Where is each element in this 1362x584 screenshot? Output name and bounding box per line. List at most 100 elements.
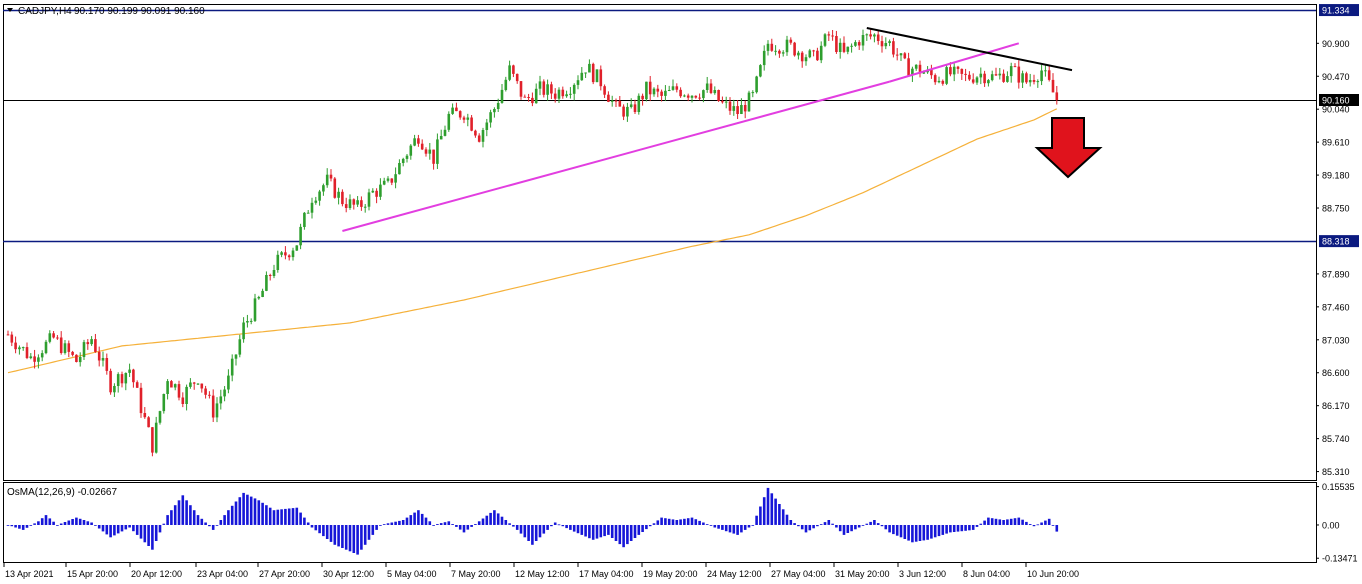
candle-body xyxy=(690,95,694,98)
osma-bar xyxy=(709,525,713,526)
candle-body xyxy=(614,100,618,102)
osma-bar xyxy=(105,525,109,535)
osma-bar xyxy=(306,522,310,525)
candle-body xyxy=(341,191,344,205)
osma-bar xyxy=(907,525,910,541)
osma-bar xyxy=(428,521,432,525)
support-trendline[interactable] xyxy=(342,80,890,232)
osma-bar xyxy=(6,525,10,526)
time-tick-label: 27 Apr 20:00 xyxy=(259,569,310,579)
osma-bar xyxy=(1021,519,1024,525)
candle-body xyxy=(398,163,401,175)
osma-bar xyxy=(147,525,150,546)
osma-bar xyxy=(82,520,86,525)
candle-body xyxy=(542,81,546,95)
candle-body xyxy=(470,117,473,131)
candle-body xyxy=(128,369,131,373)
candle-body xyxy=(322,185,325,192)
candle-body xyxy=(261,290,264,297)
osma-bar xyxy=(284,508,287,525)
osma-bar xyxy=(67,520,71,525)
osma-bar xyxy=(952,525,956,532)
candle-body xyxy=(873,34,876,37)
candle-body xyxy=(523,96,527,98)
osma-bar xyxy=(645,525,648,530)
trendlines-layer[interactable] xyxy=(342,27,1073,232)
candle-body xyxy=(705,83,709,90)
osma-bar xyxy=(975,525,979,527)
osma-bar xyxy=(979,523,983,525)
candle-body xyxy=(569,93,572,95)
candle-body xyxy=(937,80,941,83)
candle-body xyxy=(952,66,956,75)
osma-bar xyxy=(394,521,397,525)
osma-bar xyxy=(1017,517,1021,525)
candle-body xyxy=(306,212,310,214)
candle-body xyxy=(994,74,998,76)
candle-body xyxy=(360,200,363,207)
candles-layer xyxy=(6,28,1059,457)
candle-body xyxy=(249,320,253,322)
candle-body xyxy=(75,354,78,362)
candle-body xyxy=(812,50,815,52)
candle-body xyxy=(40,353,44,358)
osma-bar xyxy=(253,498,257,525)
candle-body xyxy=(527,97,530,98)
candle-body xyxy=(930,69,933,76)
candle-body xyxy=(82,342,86,357)
osma-bar xyxy=(831,523,834,525)
candle-body xyxy=(439,136,443,140)
candle-body xyxy=(656,88,660,92)
time-tick-label: 7 May 20:00 xyxy=(451,569,501,579)
osma-bar xyxy=(420,513,424,525)
candle-body xyxy=(911,68,914,76)
candle-body xyxy=(1028,80,1032,83)
osma-bar xyxy=(629,525,633,541)
osma-bar xyxy=(569,525,572,530)
candle-body xyxy=(899,53,903,56)
horizontal-levels[interactable] xyxy=(3,9,1316,243)
osma-bar xyxy=(914,525,918,542)
candle-body xyxy=(1017,66,1021,83)
candle-body xyxy=(71,351,74,355)
down-arrow-icon xyxy=(1034,117,1103,179)
osma-bar xyxy=(439,523,443,525)
resistance-trendline[interactable] xyxy=(866,27,1073,72)
osma-bar xyxy=(778,504,781,525)
support-trendline-extension[interactable] xyxy=(889,42,1020,83)
candle-body xyxy=(660,91,663,96)
candle-body xyxy=(553,93,557,99)
candle-body xyxy=(648,81,652,95)
candle-body xyxy=(531,97,534,104)
candle-body xyxy=(512,65,515,74)
osma-bar xyxy=(424,517,428,525)
osma-bar xyxy=(504,520,508,525)
osma-bar xyxy=(390,522,394,525)
osma-bar xyxy=(477,521,481,525)
price-tick-label: 87.460 xyxy=(1322,302,1350,312)
osma-bar xyxy=(101,525,105,532)
osma-bar xyxy=(280,509,283,525)
time-tick-label: 8 Jun 04:00 xyxy=(963,569,1010,579)
candle-body xyxy=(895,54,899,56)
candle-body xyxy=(1013,66,1017,68)
osma-bar xyxy=(534,525,538,541)
candle-body xyxy=(990,74,994,81)
osma-bar xyxy=(588,525,591,539)
candle-body xyxy=(474,130,477,136)
osma-bar xyxy=(808,525,812,531)
candle-body xyxy=(299,226,302,246)
osma-bar xyxy=(888,525,891,533)
candle-body xyxy=(968,74,971,80)
osma-bar xyxy=(40,518,44,525)
osma-bar xyxy=(192,510,196,525)
candle-body xyxy=(576,80,580,85)
osma-bar xyxy=(922,525,926,541)
price-tick-label: 90.900 xyxy=(1322,39,1350,49)
triangle-down-icon[interactable] xyxy=(7,8,13,12)
osma-bar xyxy=(196,515,200,525)
osma-bar xyxy=(211,525,215,530)
osma-bar xyxy=(341,525,344,548)
candle-body xyxy=(181,397,185,404)
